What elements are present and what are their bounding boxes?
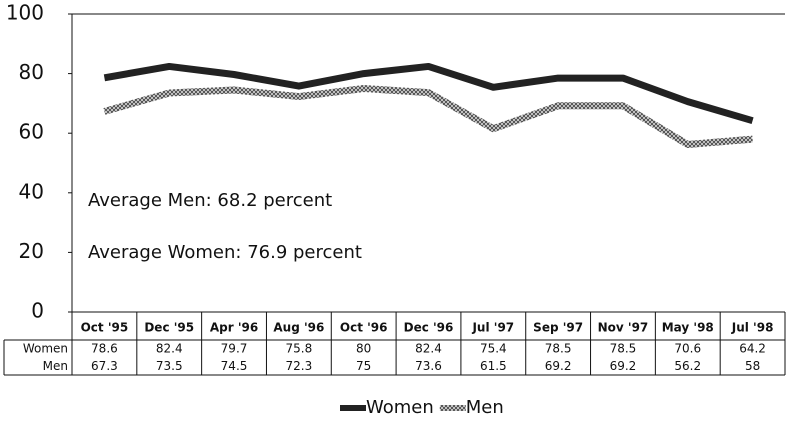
table-cell: 74.5 xyxy=(221,359,248,373)
table-cell: 82.4 xyxy=(156,342,183,356)
x-tick-label: Oct '95 xyxy=(81,321,129,335)
table-cell: 78.5 xyxy=(610,342,637,356)
y-tick-label: 80 xyxy=(19,60,44,84)
x-tick-label: Jul '98 xyxy=(731,321,774,335)
table-cell: 82.4 xyxy=(415,342,442,356)
table-cell: 72.3 xyxy=(286,359,313,373)
table-cell: 58 xyxy=(745,359,760,373)
table-cell: 67.3 xyxy=(91,359,118,373)
x-tick-label: Apr '96 xyxy=(210,321,258,335)
table-cell: 70.6 xyxy=(674,342,701,356)
table-cell: 56.2 xyxy=(674,359,701,373)
x-tick-label: Sep '97 xyxy=(533,321,583,335)
table-cell: 75.4 xyxy=(480,342,507,356)
table-cell: 78.5 xyxy=(545,342,572,356)
x-tick-label: May '98 xyxy=(662,321,714,335)
x-tick-label: Oct '96 xyxy=(340,321,388,335)
table-cell: 69.2 xyxy=(610,359,637,373)
y-tick-label: 100 xyxy=(6,1,44,25)
line-series xyxy=(103,62,754,125)
annotation: Average Women: 76.9 percent xyxy=(88,242,362,263)
legend-label: Men xyxy=(466,397,504,418)
annotation: Average Men: 68.2 percent xyxy=(88,190,332,211)
legend-label: Women xyxy=(366,397,434,418)
y-tick-label: 60 xyxy=(19,120,44,144)
table-cell: 73.6 xyxy=(415,359,442,373)
table-cell: 69.2 xyxy=(545,359,572,373)
table-cell: 79.7 xyxy=(221,342,248,356)
row-label: Men xyxy=(43,359,68,373)
x-tick-label: Dec '96 xyxy=(404,321,454,335)
x-tick-label: Dec '95 xyxy=(144,321,194,335)
table-cell: 80 xyxy=(356,342,371,356)
x-tick-label: Aug '96 xyxy=(273,321,324,335)
table-cell: 73.5 xyxy=(156,359,183,373)
x-tick-label: Jul '97 xyxy=(471,321,514,335)
table-cell: 61.5 xyxy=(480,359,507,373)
table-cell: 78.6 xyxy=(91,342,118,356)
line-series xyxy=(103,85,753,149)
y-tick-label: 20 xyxy=(19,239,44,263)
table-cell: 64.2 xyxy=(739,342,766,356)
x-tick-label: Nov '97 xyxy=(598,321,649,335)
y-tick-label: 0 xyxy=(31,299,44,323)
table-cell: 75 xyxy=(356,359,371,373)
table-cell: 75.8 xyxy=(286,342,313,356)
y-tick-label: 40 xyxy=(19,179,44,203)
row-label: Women xyxy=(23,342,68,356)
